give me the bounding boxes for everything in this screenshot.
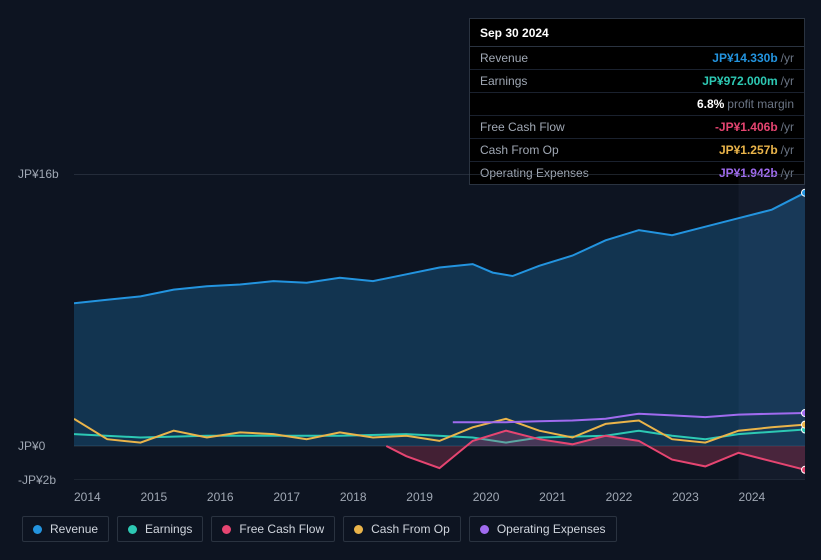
x-axis-label: 2020 [473, 490, 539, 504]
chart-plot[interactable] [74, 174, 805, 480]
x-axis-label: 2021 [539, 490, 605, 504]
x-axis-label: 2014 [74, 490, 140, 504]
x-axis-label: 2018 [340, 490, 406, 504]
legend-label: Free Cash Flow [239, 522, 324, 536]
legend-swatch [480, 525, 489, 534]
legend-swatch [128, 525, 137, 534]
tooltip-row-label: Free Cash Flow [480, 120, 715, 134]
tooltip-row: RevenueJP¥14.330b/yr [470, 47, 804, 70]
tooltip-row-value: -JP¥1.406b [715, 120, 778, 134]
x-axis-label: 2015 [140, 490, 206, 504]
tooltip-row-suffix: /yr [781, 74, 794, 88]
tooltip-row-label: Revenue [480, 51, 712, 65]
tooltip-row-suffix: /yr [781, 143, 794, 157]
legend-item[interactable]: Earnings [117, 516, 203, 542]
legend-item[interactable]: Operating Expenses [469, 516, 617, 542]
legend-label: Cash From Op [371, 522, 450, 536]
tooltip-row-suffix: profit margin [727, 97, 794, 111]
x-axis-label: 2022 [606, 490, 672, 504]
tooltip-date: Sep 30 2024 [470, 19, 804, 47]
legend-swatch [354, 525, 363, 534]
legend-label: Earnings [145, 522, 192, 536]
tooltip-row-suffix: /yr [781, 51, 794, 65]
legend-swatch [222, 525, 231, 534]
tooltip-row-label [480, 97, 697, 111]
y-axis-label: JP¥0 [18, 439, 66, 453]
tooltip-row-value: JP¥1.257b [719, 143, 778, 157]
y-axis-label: JP¥16b [18, 167, 66, 181]
legend-item[interactable]: Revenue [22, 516, 109, 542]
tooltip-row-value: JP¥972.000m [702, 74, 777, 88]
tooltip-row-label: Cash From Op [480, 143, 719, 157]
x-axis-label: 2017 [273, 490, 339, 504]
x-axis-label: 2019 [406, 490, 472, 504]
y-axis-label: -JP¥2b [18, 473, 66, 487]
legend-swatch [33, 525, 42, 534]
x-axis-label: 2016 [207, 490, 273, 504]
tooltip-row: 6.8%profit margin [470, 93, 804, 116]
tooltip-row-value: JP¥14.330b [712, 51, 777, 65]
tooltip-row: Free Cash Flow-JP¥1.406b/yr [470, 116, 804, 139]
x-axis-label: 2023 [672, 490, 738, 504]
legend-label: Operating Expenses [497, 522, 606, 536]
legend-item[interactable]: Cash From Op [343, 516, 461, 542]
tooltip-row-label: Earnings [480, 74, 702, 88]
legend-item[interactable]: Free Cash Flow [211, 516, 335, 542]
x-axis-label: 2024 [739, 490, 805, 504]
tooltip-row: Cash From OpJP¥1.257b/yr [470, 139, 804, 162]
legend: Revenue Earnings Free Cash Flow Cash From O… [22, 516, 617, 542]
tooltip-row-value: 6.8% [697, 97, 724, 111]
tooltip-row-suffix: /yr [781, 120, 794, 134]
x-axis: 2014201520162017201820192020202120222023… [74, 490, 805, 504]
chart-area: JP¥16b JP¥0 -JP¥2b 20142015201620172018201… [18, 160, 805, 510]
legend-label: Revenue [50, 522, 98, 536]
tooltip-row: EarningsJP¥972.000m/yr [470, 70, 804, 93]
